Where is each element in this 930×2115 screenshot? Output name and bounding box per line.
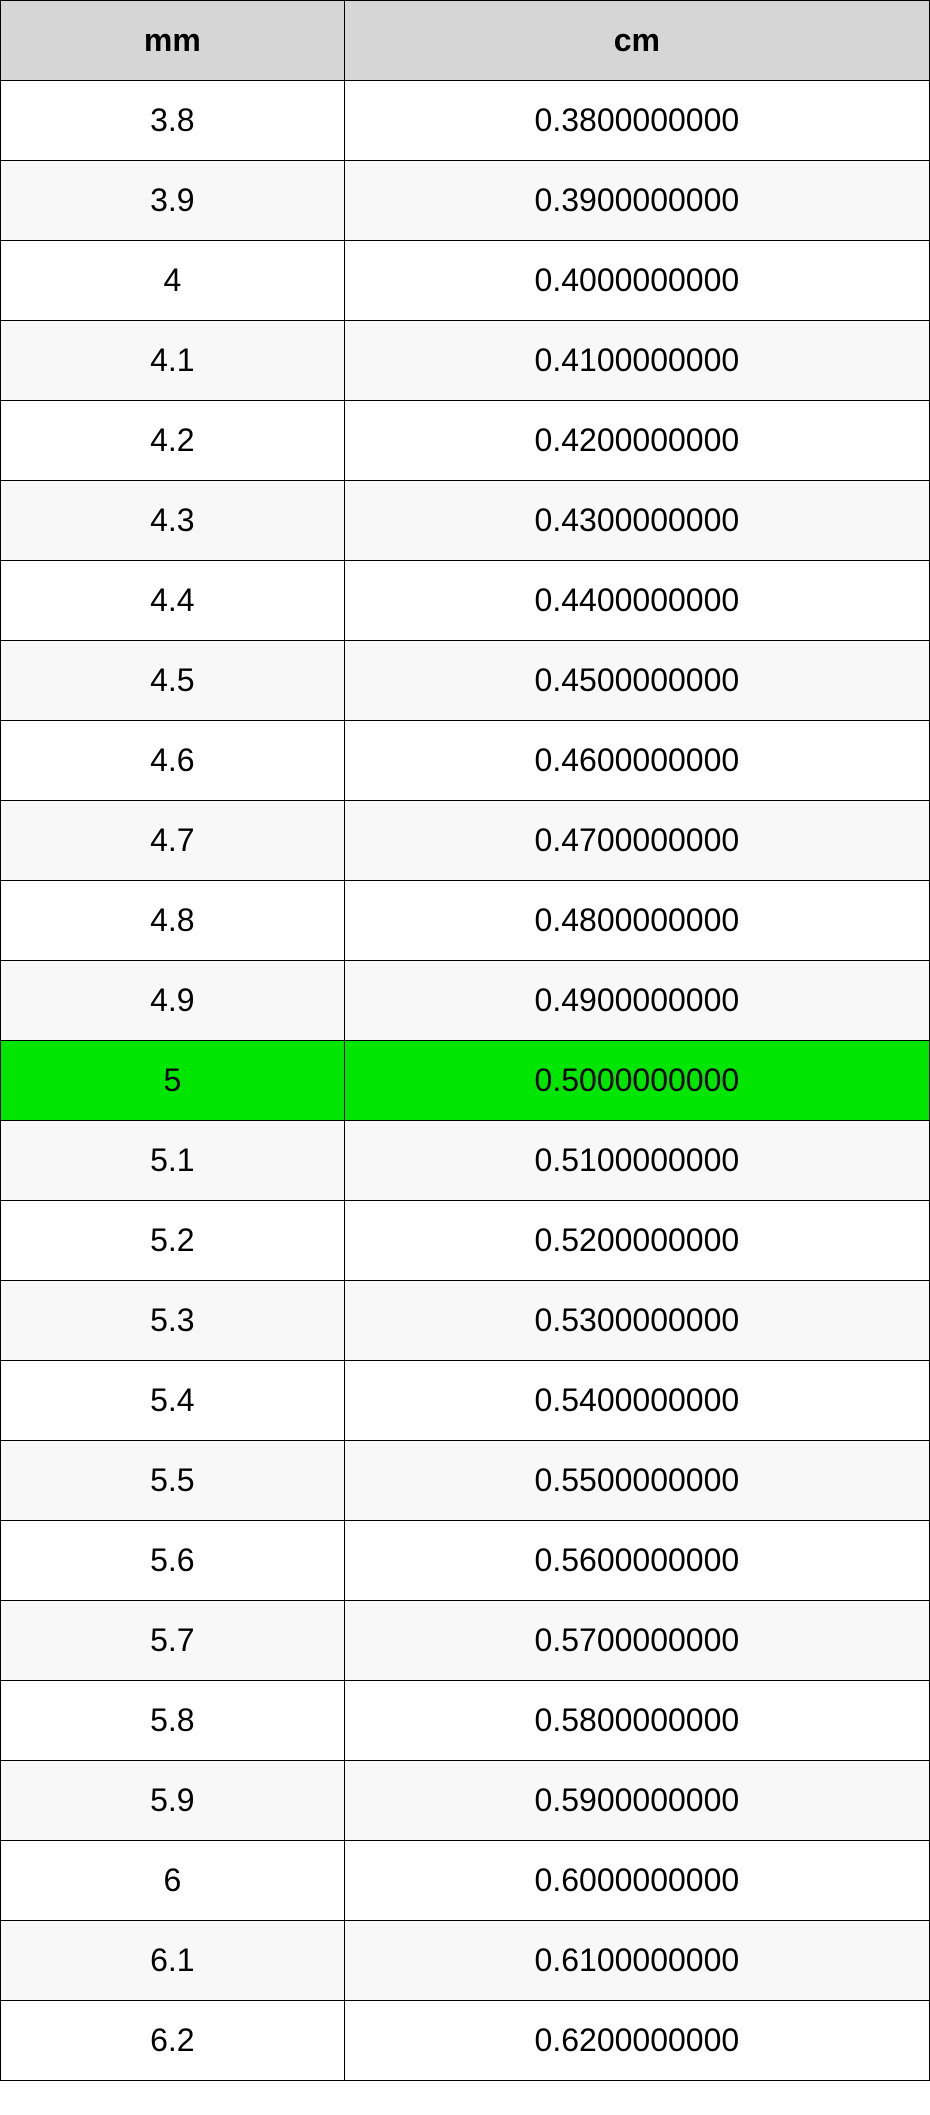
cell-mm: 5.9 [1,1761,345,1841]
column-header-mm: mm [1,1,345,81]
cell-cm: 0.5700000000 [344,1601,929,1681]
table-row: 5.60.5600000000 [1,1521,930,1601]
cell-mm: 5.4 [1,1361,345,1441]
cell-cm: 0.5800000000 [344,1681,929,1761]
cell-cm: 0.5400000000 [344,1361,929,1441]
table-row: 5.30.5300000000 [1,1281,930,1361]
table-row: 4.30.4300000000 [1,481,930,561]
cell-cm: 0.5600000000 [344,1521,929,1601]
table-row: 4.20.4200000000 [1,401,930,481]
cell-mm: 5.5 [1,1441,345,1521]
cell-mm: 4.9 [1,961,345,1041]
table-row: 5.40.5400000000 [1,1361,930,1441]
cell-cm: 0.4100000000 [344,321,929,401]
cell-mm: 4.3 [1,481,345,561]
cell-cm: 0.4700000000 [344,801,929,881]
table-row: 5.50.5500000000 [1,1441,930,1521]
table-row: 3.90.3900000000 [1,161,930,241]
cell-cm: 0.3800000000 [344,81,929,161]
cell-mm: 3.8 [1,81,345,161]
cell-mm: 4.7 [1,801,345,881]
cell-cm: 0.4000000000 [344,241,929,321]
cell-mm: 4.4 [1,561,345,641]
table-row: 6.20.6200000000 [1,2001,930,2081]
cell-mm: 6 [1,1841,345,1921]
cell-mm: 4.8 [1,881,345,961]
table-row: 4.80.4800000000 [1,881,930,961]
column-header-cm: cm [344,1,929,81]
table-row: 3.80.3800000000 [1,81,930,161]
cell-mm: 3.9 [1,161,345,241]
table-row: 40.4000000000 [1,241,930,321]
cell-mm: 5.2 [1,1201,345,1281]
cell-cm: 0.5900000000 [344,1761,929,1841]
conversion-table: mm cm 3.80.38000000003.90.390000000040.4… [0,0,930,2081]
cell-cm: 0.6200000000 [344,2001,929,2081]
cell-mm: 5.7 [1,1601,345,1681]
cell-cm: 0.5000000000 [344,1041,929,1121]
cell-cm: 0.3900000000 [344,161,929,241]
cell-mm: 4.1 [1,321,345,401]
table-row: 60.6000000000 [1,1841,930,1921]
table-row: 5.80.5800000000 [1,1681,930,1761]
cell-mm: 5.3 [1,1281,345,1361]
cell-cm: 0.5100000000 [344,1121,929,1201]
table-header-row: mm cm [1,1,930,81]
table-row: 5.10.5100000000 [1,1121,930,1201]
table-row: 5.20.5200000000 [1,1201,930,1281]
cell-mm: 5 [1,1041,345,1121]
cell-cm: 0.4400000000 [344,561,929,641]
cell-cm: 0.5200000000 [344,1201,929,1281]
cell-cm: 0.6000000000 [344,1841,929,1921]
cell-cm: 0.4600000000 [344,721,929,801]
table-row: 4.90.4900000000 [1,961,930,1041]
cell-cm: 0.4300000000 [344,481,929,561]
table-row: 5.70.5700000000 [1,1601,930,1681]
table-row: 50.5000000000 [1,1041,930,1121]
cell-cm: 0.4800000000 [344,881,929,961]
cell-cm: 0.5500000000 [344,1441,929,1521]
table-row: 4.50.4500000000 [1,641,930,721]
cell-cm: 0.4500000000 [344,641,929,721]
table-body: 3.80.38000000003.90.390000000040.4000000… [1,81,930,2081]
cell-mm: 4.6 [1,721,345,801]
table-row: 4.70.4700000000 [1,801,930,881]
cell-mm: 5.6 [1,1521,345,1601]
cell-mm: 4.5 [1,641,345,721]
cell-mm: 5.1 [1,1121,345,1201]
cell-mm: 6.1 [1,1921,345,2001]
cell-mm: 4.2 [1,401,345,481]
conversion-table-wrapper: mm cm 3.80.38000000003.90.390000000040.4… [0,0,930,2081]
table-row: 6.10.6100000000 [1,1921,930,2001]
cell-mm: 6.2 [1,2001,345,2081]
table-row: 4.10.4100000000 [1,321,930,401]
cell-mm: 5.8 [1,1681,345,1761]
table-row: 4.40.4400000000 [1,561,930,641]
cell-cm: 0.4900000000 [344,961,929,1041]
cell-cm: 0.4200000000 [344,401,929,481]
cell-cm: 0.5300000000 [344,1281,929,1361]
table-row: 4.60.4600000000 [1,721,930,801]
cell-mm: 4 [1,241,345,321]
table-row: 5.90.5900000000 [1,1761,930,1841]
cell-cm: 0.6100000000 [344,1921,929,2001]
